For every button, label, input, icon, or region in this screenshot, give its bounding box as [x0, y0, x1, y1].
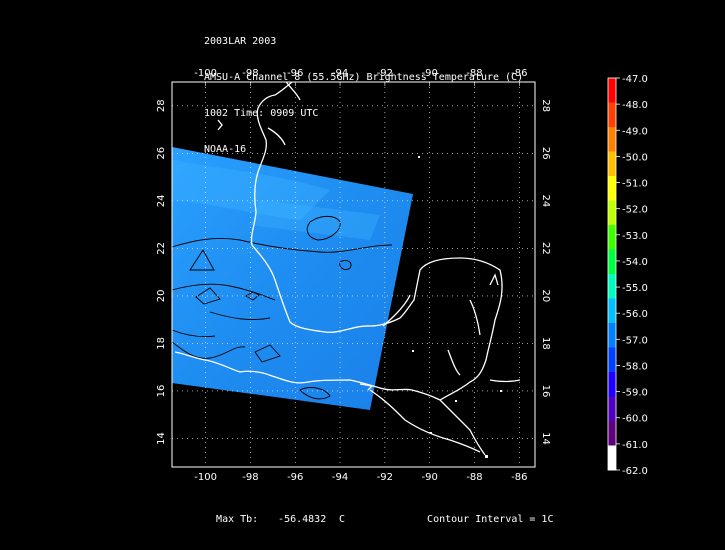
- colorbar-label: -56.0: [622, 309, 648, 320]
- contour-interval-label: Contour Interval = 1C: [427, 514, 554, 525]
- colorbar-segment: [608, 102, 616, 128]
- lat-tick-right: 24: [540, 194, 551, 207]
- colorbar-label: -58.0: [622, 361, 648, 372]
- colorbar-label: -53.0: [622, 231, 648, 242]
- lon-tick-top: -100: [194, 68, 217, 79]
- lon-tick-bottom: -92: [377, 472, 393, 483]
- colorbar-label: -55.0: [622, 283, 648, 294]
- lon-tick-top: -92: [377, 68, 393, 79]
- lat-tick-left: 14: [156, 432, 167, 445]
- title-line-1: 2003LAR 2003: [204, 36, 277, 47]
- title-line-2: AMSU-A Channel 8 (55.5GHz) Brightness Te…: [204, 72, 524, 83]
- colorbar-frame: [607, 77, 617, 471]
- lat-tick-right: 18: [540, 337, 551, 350]
- lon-tick-bottom: -86: [511, 472, 527, 483]
- colorbar-segment: [608, 127, 616, 152]
- brightness-swath: [172, 147, 413, 410]
- colorbar-label: -48.0: [622, 100, 648, 111]
- lat-tick-left: 18: [156, 337, 167, 350]
- lon-tick-bottom: -90: [422, 472, 438, 483]
- lon-tick-top: -90: [422, 68, 438, 79]
- lat-tick-left: 22: [156, 242, 167, 255]
- max-tb-readout: Max Tb:: [204, 503, 258, 525]
- lat-tick-right: 14: [540, 432, 551, 445]
- contour-interval: Contour Interval = 1C: [415, 503, 553, 525]
- colorbar-label: -50.0: [622, 152, 648, 163]
- lat-tick-left: 20: [156, 290, 167, 303]
- colorbar-segment: [608, 151, 616, 177]
- lat-tick-right: 22: [540, 242, 551, 255]
- lat-tick-left: 24: [156, 194, 167, 207]
- colorbar-segment: [608, 421, 616, 446]
- map-title: 2003LAR 2003 AMSU-A Channel 8 (55.5GHz) …: [204, 12, 523, 168]
- colorbar-segment: [608, 274, 616, 299]
- colorbar-segment: [608, 372, 616, 397]
- colorbar-label: -49.0: [622, 126, 648, 137]
- colorbar-segment: [608, 249, 616, 275]
- colorbar-label: -57.0: [622, 335, 648, 346]
- lat-tick-right: 28: [540, 99, 551, 112]
- max-tb-unit-wrap: C: [327, 503, 345, 525]
- swath-layer: [172, 147, 413, 410]
- colorbar-segment: [608, 445, 616, 471]
- colorbar-label: -62.0: [622, 466, 648, 477]
- lat-tick-left: 16: [156, 385, 167, 398]
- lat-tick-right: 26: [540, 147, 551, 160]
- lon-tick-bottom: -88: [466, 472, 482, 483]
- colorbar-label: -47.0: [622, 74, 648, 85]
- lon-tick-top: -86: [511, 68, 527, 79]
- colorbar-label: -51.0: [622, 179, 648, 190]
- lon-tick-bottom: -96: [287, 472, 303, 483]
- colorbar-label: -59.0: [622, 388, 648, 399]
- max-tb-value-wrap: -56.4832: [266, 503, 326, 525]
- lon-tick-top: -94: [332, 68, 348, 79]
- lon-labels-bottom: -100 -98 -96 -94 -92 -90 -88 -86: [194, 472, 527, 483]
- lat-tick-right: 20: [540, 290, 551, 303]
- colorbar: -47.0 -48.0 -49.0 -50.0 -51.0 -52.0 -53.0 -54.0…: [607, 74, 648, 477]
- max-tb-value: -56.4832: [278, 514, 327, 525]
- lat-labels-right: 28 26 24 22 20 18 16 14: [540, 99, 551, 444]
- colorbar-segment: [608, 298, 616, 324]
- colorbar-segment: [608, 323, 616, 348]
- islands: [412, 156, 502, 458]
- map-frame: [171, 81, 536, 468]
- colorbar-segment: [608, 347, 616, 373]
- colorbar-segment: [608, 396, 616, 422]
- lon-tick-bottom: -94: [332, 472, 348, 483]
- lat-tick-left: 26: [156, 147, 167, 160]
- lat-labels-left: 28 26 24 22 20 18 16 14: [156, 99, 167, 444]
- lon-labels-top: -100 -98 -96 -94 -92 -90 -88 -86: [194, 68, 527, 79]
- graticule: [172, 82, 535, 467]
- title-line-3: 1002 Time: 0909 UTC: [204, 108, 319, 119]
- lat-tick-right: 16: [540, 385, 551, 398]
- lat-tick-left: 28: [156, 99, 167, 112]
- colorbar-label: -54.0: [622, 257, 648, 268]
- colorbar-segment: [608, 78, 616, 103]
- lon-tick-bottom: -98: [242, 472, 258, 483]
- colorbar-label: -61.0: [622, 440, 648, 451]
- coastline: [174, 82, 521, 456]
- colorbar-segment: [608, 200, 616, 226]
- max-tb-label: Max Tb:: [216, 514, 259, 525]
- colorbar-segment: [608, 225, 616, 250]
- lon-tick-top: -88: [466, 68, 482, 79]
- colorbar-label: -60.0: [622, 414, 648, 425]
- lon-tick-top: -96: [287, 68, 303, 79]
- colorbar-label: -52.0: [622, 205, 648, 216]
- title-line-4: NOAA-16: [204, 144, 247, 155]
- max-tb-unit: C: [339, 514, 346, 525]
- contour-lines: [172, 215, 393, 400]
- lon-tick-top: -98: [242, 68, 258, 79]
- lon-tick-bottom: -100: [194, 472, 217, 483]
- colorbar-segment: [608, 176, 616, 201]
